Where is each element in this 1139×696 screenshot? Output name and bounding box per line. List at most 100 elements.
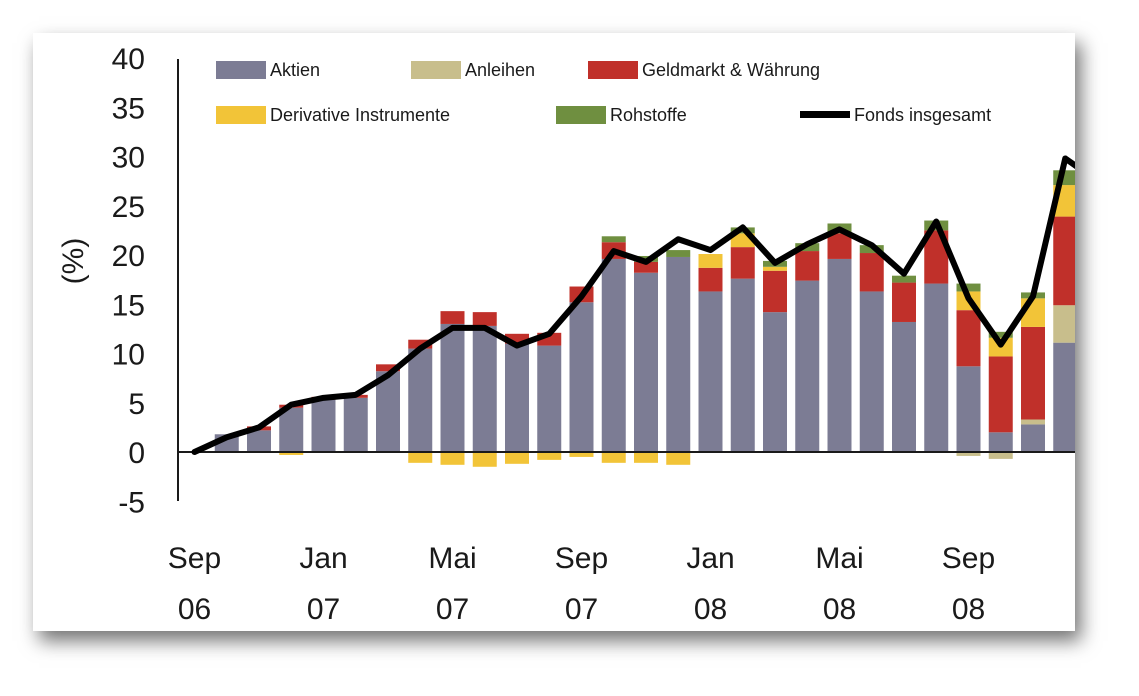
x-tick-month: Sep <box>555 542 608 575</box>
legend-swatch <box>588 61 638 79</box>
bar-segment-geldmarkt-w-hrung <box>1053 216 1075 306</box>
bar-segment-aktien <box>537 345 562 452</box>
bar-segment-derivative-instrumente <box>440 452 465 465</box>
bar-segment-geldmarkt-w-hrung <box>376 364 400 372</box>
bar-segment-geldmarkt-w-hrung <box>795 251 820 281</box>
bar-segment-aktien <box>956 366 981 452</box>
bar-segment-aktien <box>892 321 916 452</box>
legend-label: Rohstoffe <box>610 105 687 125</box>
bar-segment-geldmarkt-w-hrung <box>634 261 658 273</box>
x-tick-year: 07 <box>307 593 340 626</box>
x-tick-month: Sep <box>168 542 221 575</box>
y-tick-label: 5 <box>128 388 145 421</box>
x-tick-year: 07 <box>436 593 469 626</box>
bar-segment-derivative-instrumente <box>537 452 562 460</box>
bar-segment-anleihen <box>1053 305 1075 343</box>
legend-label: Derivative Instrumente <box>270 105 450 125</box>
x-tick-labels: Sep 06 Jan 07 Mai 07 Sep 07 Jan 08 Mai 08 Sep 08 <box>168 542 995 626</box>
bar-segment-aktien <box>634 272 658 452</box>
bar-segment-geldmarkt-w-hrung <box>956 310 981 367</box>
bar-segment-derivative-instrumente <box>279 452 304 455</box>
bar-segment-derivative-instrumente <box>763 266 787 271</box>
legend-swatch <box>411 61 461 79</box>
legend-label: Aktien <box>270 60 320 80</box>
bar-segment-derivative-instrumente <box>666 452 691 465</box>
bar-segment-aktien <box>472 325 497 452</box>
bar-segment-derivative-instrumente <box>634 452 658 463</box>
bar-segment-aktien <box>1021 424 1045 452</box>
x-tick-year: 08 <box>952 593 985 626</box>
bar-segment-geldmarkt-w-hrung <box>730 247 755 279</box>
x-tick-year: 06 <box>178 593 211 626</box>
bar-segment-anleihen <box>1021 419 1045 425</box>
bar-segment-aktien <box>247 430 271 452</box>
bar-segment-geldmarkt-w-hrung <box>408 339 433 349</box>
bar-segment-aktien <box>795 280 820 452</box>
x-tick-month: Mai <box>815 542 863 575</box>
x-tick-month: Mai <box>428 542 476 575</box>
bars-group <box>214 170 1075 467</box>
bar-segment-aktien <box>827 258 852 452</box>
legend-line-swatch <box>800 111 850 118</box>
y-tick-labels: 40 35 30 25 20 15 10 5 0 -5 <box>112 43 145 519</box>
bar-segment-geldmarkt-w-hrung <box>859 253 884 292</box>
bar-segment-derivative-instrumente <box>569 452 594 457</box>
x-tick-year: 08 <box>823 593 856 626</box>
y-tick-label: 30 <box>112 142 145 175</box>
y-tick-label: 20 <box>112 240 145 273</box>
y-tick-label: 35 <box>112 92 145 125</box>
bar-segment-aktien <box>859 291 884 452</box>
bar-segment-geldmarkt-w-hrung <box>440 311 465 324</box>
bar-segment-aktien <box>763 312 787 452</box>
bar-segment-aktien <box>408 348 433 452</box>
legend-label: Fonds insgesamt <box>854 105 991 125</box>
bar-segment-rohstoffe <box>601 236 626 243</box>
bar-segment-derivative-instrumente <box>698 254 723 268</box>
bar-segment-aktien <box>311 399 336 452</box>
legend-swatch <box>556 106 606 124</box>
bar-segment-aktien <box>698 291 723 452</box>
legend-label: Anleihen <box>465 60 535 80</box>
legend-label: Geldmarkt & Währung <box>642 60 820 80</box>
axes-group <box>177 59 1075 501</box>
x-tick-month: Jan <box>686 542 734 575</box>
chart-panel: (%) 40 35 30 25 20 15 10 5 0 -5 Sep 06 Jan 07 Mai 07 Se… <box>33 33 1075 631</box>
bar-segment-aktien <box>376 371 400 452</box>
bar-segment-geldmarkt-w-hrung <box>827 233 852 259</box>
bar-segment-aktien <box>601 258 626 452</box>
legend-swatch <box>216 61 266 79</box>
legend: Aktien Anleihen Geldmarkt & Währung Derivat… <box>216 60 991 125</box>
y-tick-label: -5 <box>118 486 145 519</box>
bar-segment-rohstoffe <box>666 250 691 257</box>
y-tick-label: 10 <box>112 339 145 372</box>
x-tick-month: Sep <box>942 542 995 575</box>
bar-segment-aktien <box>343 397 368 452</box>
total-line-group <box>191 155 1075 455</box>
bar-segment-derivative-instrumente <box>408 452 433 463</box>
bar-segment-aktien <box>279 407 304 452</box>
bar-segment-aktien <box>440 323 465 452</box>
bar-segment-geldmarkt-w-hrung <box>988 356 1013 433</box>
bar-segment-derivative-instrumente <box>505 452 529 464</box>
bar-segment-rohstoffe <box>988 331 1013 338</box>
bar-segment-derivative-instrumente <box>472 452 497 467</box>
x-tick-year: 07 <box>565 593 598 626</box>
bar-segment-geldmarkt-w-hrung <box>1021 326 1045 420</box>
x-tick-year: 08 <box>694 593 727 626</box>
bar-segment-geldmarkt-w-hrung <box>892 282 916 322</box>
bar-segment-anleihen <box>988 452 1013 459</box>
bar-segment-geldmarkt-w-hrung <box>763 270 787 313</box>
x-tick-month: Jan <box>299 542 347 575</box>
y-tick-label: 25 <box>112 191 145 224</box>
bar-segment-rohstoffe <box>956 283 981 292</box>
bar-segment-geldmarkt-w-hrung <box>698 267 723 292</box>
bar-segment-rohstoffe <box>892 275 916 283</box>
bar-segment-derivative-instrumente <box>601 452 626 463</box>
bar-segment-aktien <box>1053 342 1075 452</box>
bar-segment-aktien <box>988 432 1013 452</box>
bar-segment-geldmarkt-w-hrung <box>472 312 497 326</box>
y-axis-label: (%) <box>57 238 90 285</box>
bar-segment-geldmarkt-w-hrung <box>505 333 529 344</box>
bar-segment-aktien <box>924 283 949 452</box>
